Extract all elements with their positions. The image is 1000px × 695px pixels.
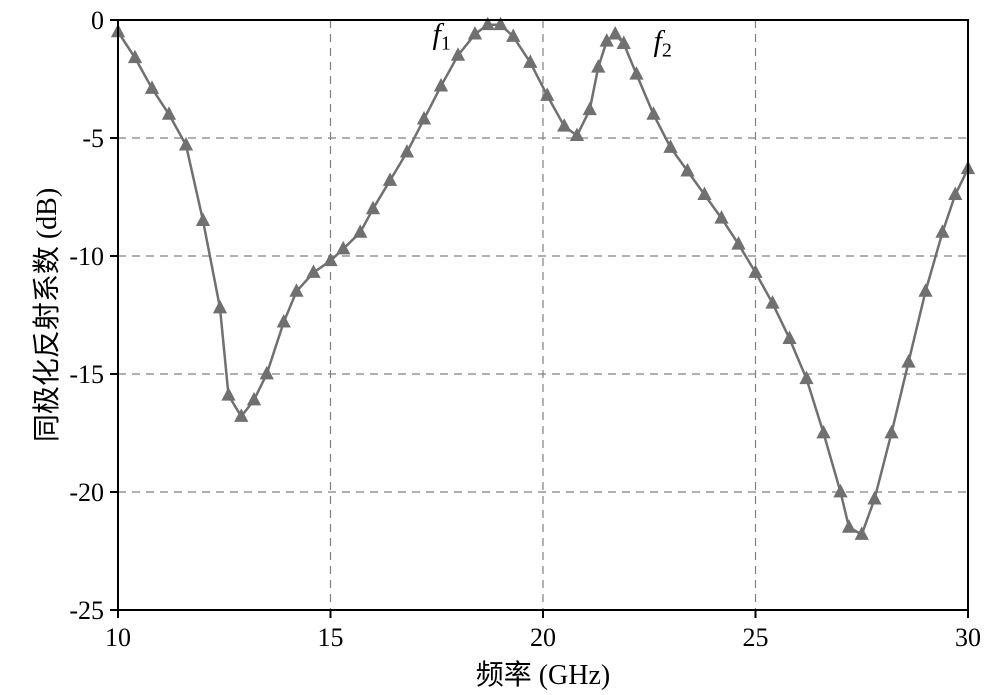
svg-text:频率 (GHz): 频率 (GHz) <box>476 659 611 691</box>
reflection-coefficient-chart: 10 15 20 25 30 -25 -20 -15 -10 -5 0 频率 (GHz) 同极化反射系数… <box>0 0 1000 695</box>
svg-text:30: 30 <box>955 623 981 652</box>
svg-text:-15: -15 <box>69 360 104 389</box>
svg-text:20: 20 <box>530 623 556 652</box>
svg-text:-10: -10 <box>69 242 104 271</box>
svg-text:15: 15 <box>318 623 344 652</box>
svg-text:同极化反射系数 (dB): 同极化反射系数 (dB) <box>31 188 63 442</box>
svg-text:-25: -25 <box>69 596 104 625</box>
svg-text:0: 0 <box>91 6 104 35</box>
svg-text:-5: -5 <box>82 124 104 153</box>
svg-text:25: 25 <box>743 623 769 652</box>
svg-text:-20: -20 <box>69 478 104 507</box>
svg-text:10: 10 <box>105 623 131 652</box>
